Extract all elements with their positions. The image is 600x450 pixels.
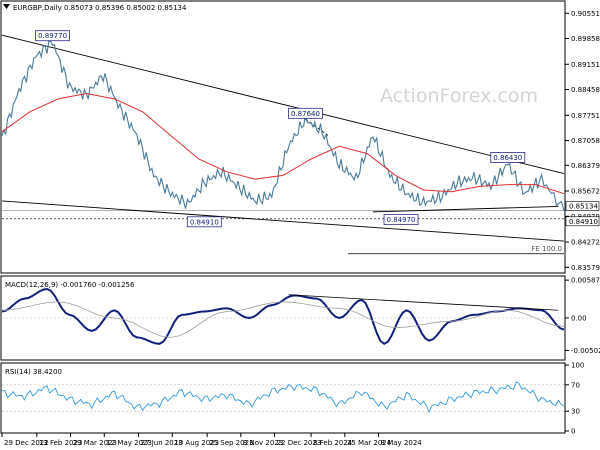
macd-title: MACD(12,26,9) -0.001760 -0.001256 [5, 281, 135, 289]
price-trendlines [1, 34, 565, 242]
macd-y-axis: 0.00587 0.00 -0.005021 [565, 277, 600, 355]
macd-y-tick-label: 0.00 [571, 315, 587, 323]
rsi-series-group [1, 381, 565, 414]
annotation-box [490, 152, 526, 163]
rsi-y-tick-label: 70 [571, 381, 580, 389]
x-tick-label: 10 Aug 2023 [174, 439, 219, 447]
x-tick-label: 8 May 2024 [381, 439, 423, 447]
macd-series-macd [1, 287, 565, 346]
price-trendline-2 [372, 205, 559, 213]
x-tick-label: 12 May 2023 [106, 439, 152, 447]
annotation-label: 0.86430 [493, 154, 522, 162]
price-panel-frame [0, 0, 566, 274]
price-gridlines: FE 100.0 [2, 210, 564, 255]
price-y-axis: 0.90551 0.89858 0.89151 0.88458 0.87751 0.870… [565, 10, 600, 272]
macd-trendlines [288, 294, 559, 311]
annotation-label: 0.84970 [387, 216, 416, 224]
rsi-y-tick-label: 0 [571, 428, 575, 436]
price-y-tick-label: 0.83579 [571, 264, 600, 272]
annotation-box [186, 216, 222, 228]
price-y-tick-label: 0.85672 [571, 188, 600, 196]
price-trendline-0 [1, 34, 565, 175]
annotation-label: 0.87640 [291, 110, 320, 118]
price-tag-last-box [565, 201, 600, 211]
price-y-tick-label: 0.88458 [571, 86, 600, 94]
watermark-text: ActionForex.com [380, 85, 538, 107]
price-annotations: 0.89770 0.87640 0.86430 0.84910 0.84970 [35, 30, 526, 228]
price-series-price [1, 40, 565, 211]
annotation-box [383, 214, 419, 226]
price-tag-support-box [565, 216, 600, 227]
rsi-y-tick-label: 30 [571, 408, 580, 416]
macd-trendline-0 [288, 294, 559, 311]
price-y-tick-label: 0.87751 [571, 112, 600, 120]
rsi-panel: RSI(14) 38.4200 100 70 30 0 [0, 362, 584, 436]
symbol-label: EURGBP,Daily [13, 4, 62, 12]
rsi-y-tick-label: 100 [571, 362, 584, 370]
price-tag-last: 0.85134 [569, 203, 598, 211]
x-tick-label: 29 Mar 2023 [73, 439, 117, 447]
annotation-label: 0.84910 [190, 218, 219, 226]
ohlc-readout: 0.85073 0.85396 0.85002 0.85134 [64, 4, 187, 12]
macd-y-tick-label: -0.005021 [571, 347, 600, 355]
rsi-title: RSI(14) 38.4200 [5, 368, 62, 376]
price-series-moving-average [1, 92, 565, 195]
x-tick-label: 22 Dec 2023 [277, 439, 322, 447]
price-y-tick-label: 0.89151 [571, 61, 600, 69]
price-y-tick-label: 0.86379 [571, 162, 600, 170]
rsi-gridlines [2, 384, 564, 412]
x-tick-label: 8 Feb 2024 [313, 439, 353, 447]
price-series-group [1, 40, 565, 211]
price-y-tick-label: 0.90551 [571, 10, 600, 18]
annotation-box [288, 107, 323, 119]
price-panel: ActionForex.com EURGBP,Daily 0.85073 0.8… [0, 0, 600, 274]
x-tick-label: 27 Jun 2023 [141, 439, 183, 447]
rsi-panel-frame [0, 362, 566, 434]
macd-panel: MACD(12,26,9) -0.001760 -0.001256 0.0058… [0, 275, 600, 361]
price-y-tick-label: 0.89858 [571, 35, 600, 43]
price-tag-support: 0.84910 [569, 218, 598, 226]
rsi-y-axis: 100 70 30 0 [565, 362, 584, 436]
x-tick-label: 29 Dec 2022 [4, 439, 49, 447]
price-y-tick-label: 0.84272 [571, 239, 600, 247]
price-trendline-1 [1, 200, 565, 242]
price-y-tick-label: 0.87058 [571, 137, 600, 145]
annotation-box [35, 30, 70, 42]
symbol-dropdown-icon[interactable] [3, 4, 10, 9]
x-tick-label: 25 Mar 2024 [347, 439, 392, 447]
macd-series-group [1, 287, 565, 346]
annotation-label: 0.89770 [38, 32, 67, 40]
x-tick-label: 13 Feb 2023 [39, 439, 83, 447]
macd-y-tick-label: 0.00587 [571, 277, 600, 285]
x-tick-label: 25 Sep 2023 [209, 439, 253, 447]
x-tick-label: 8 Nov 2023 [243, 439, 283, 447]
macd-series-signal [1, 301, 565, 338]
rsi-series-line [1, 381, 565, 414]
fe-100-label: FE 100.0 [531, 245, 562, 253]
